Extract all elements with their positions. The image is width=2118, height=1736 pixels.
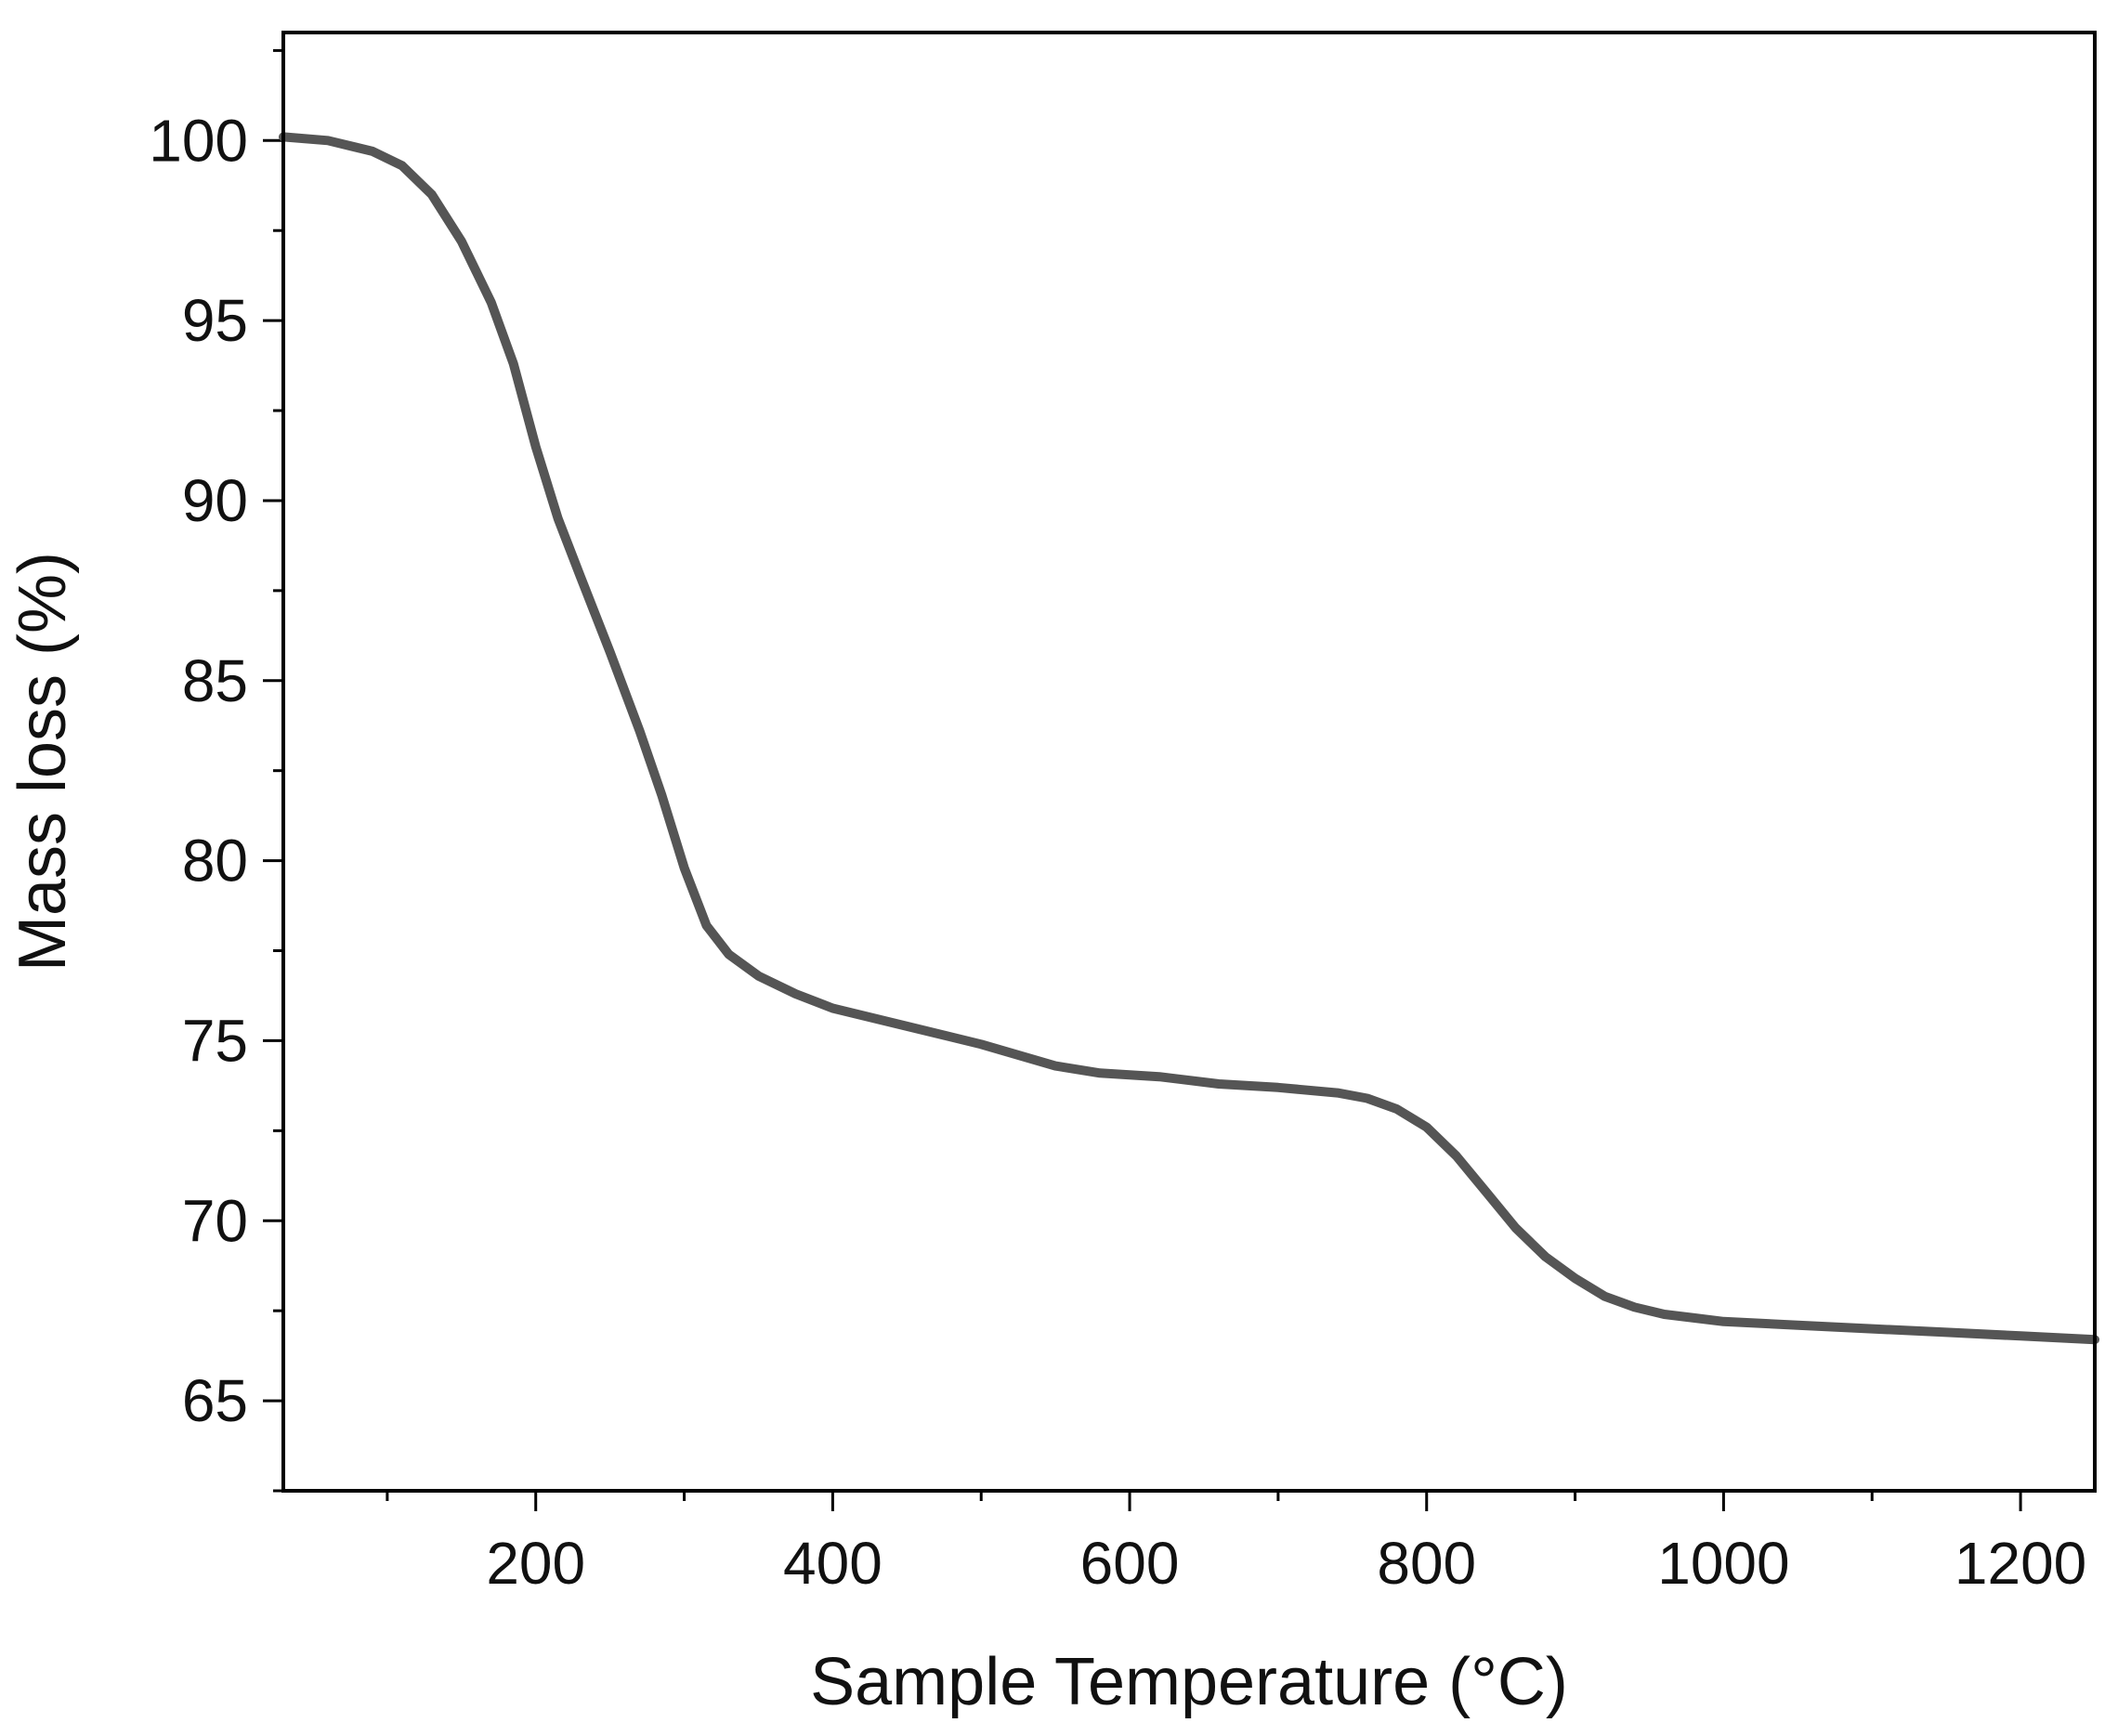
x-tick-label: 600 bbox=[1080, 1530, 1180, 1597]
x-tick-label: 1200 bbox=[1955, 1530, 2086, 1597]
x-tick-label: 400 bbox=[783, 1530, 882, 1597]
y-tick-label: 65 bbox=[182, 1367, 248, 1434]
x-tick-label: 200 bbox=[486, 1530, 585, 1597]
y-tick-label: 70 bbox=[182, 1187, 248, 1254]
x-tick-label: 1000 bbox=[1657, 1530, 1789, 1597]
y-tick-label: 95 bbox=[182, 287, 248, 354]
x-tick-label: 800 bbox=[1377, 1530, 1476, 1597]
y-tick-label: 85 bbox=[182, 647, 248, 714]
y-tick-label: 75 bbox=[182, 1007, 248, 1074]
tick-labels-layer: 200 400 600 800 1000 1200 65 70 75 80 85 90 95 100 bbox=[149, 107, 2086, 1597]
plot-frame bbox=[281, 31, 2097, 1493]
x-axis-title: Sample Temperature (°C) bbox=[810, 1645, 1568, 1719]
y-tick-label: 100 bbox=[149, 107, 248, 174]
y-tick-label: 90 bbox=[182, 467, 248, 534]
y-tick-label: 80 bbox=[182, 828, 248, 894]
series-line-mass-loss bbox=[279, 132, 2099, 1345]
ticks-layer bbox=[263, 48, 2022, 1511]
y-axis-title: Mass loss (%) bbox=[6, 552, 80, 972]
